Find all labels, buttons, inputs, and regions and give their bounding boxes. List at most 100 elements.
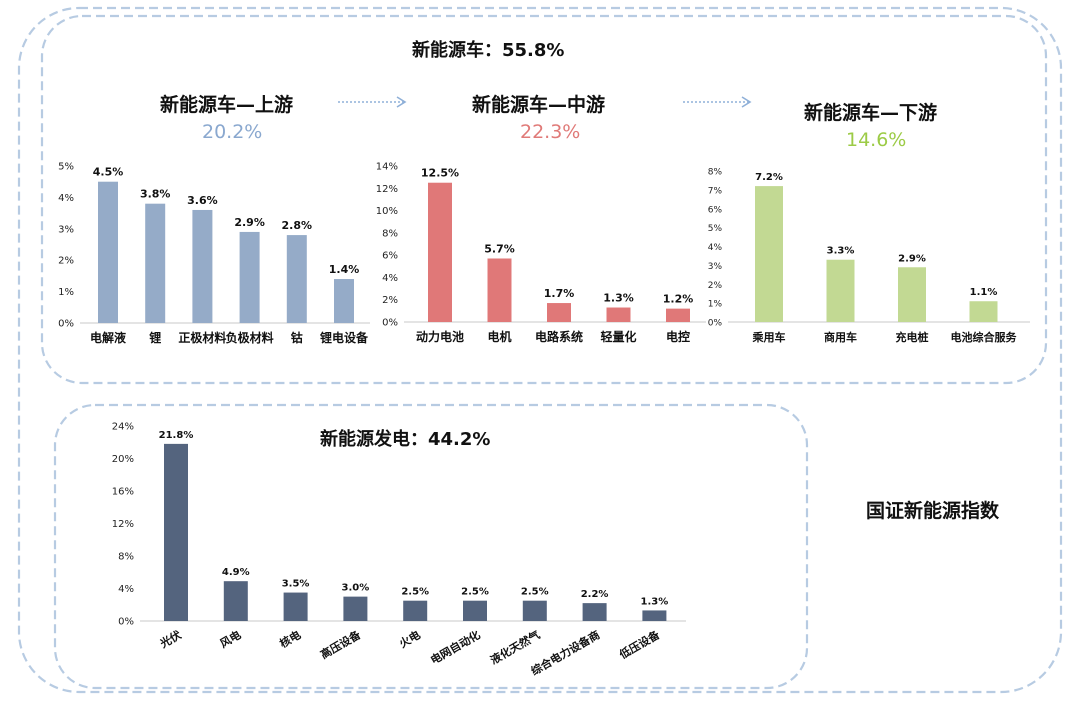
upstream-value-label: 2.8% [282,219,313,232]
downstream-y-tick: 7% [708,186,723,196]
downstream-bar [826,259,855,322]
upstream-value-label: 3.8% [140,188,171,201]
downstream-chart: 0% 1% 2% 3% 4% 5% 6% 7% 8% 7.2% 乘用车 3.3% 商用车 2.9% 充电桩 1… [708,168,1030,344]
midstream-category-label: 轻量化 [600,329,636,344]
midstream-y-tick: 8% [382,228,398,239]
upstream-y-tick: 3% [58,224,74,235]
upstream-category-label: 锂电设备 [320,330,369,345]
upstream-bar [239,231,260,323]
midstream-y-tick: 12% [376,184,398,195]
upstream-value-label: 4.5% [93,166,124,179]
downstream-y-tick: 4% [708,243,723,253]
index-name: 国证新能源指数 [866,500,1000,522]
midstream-value-label: 1.3% [603,292,634,305]
power-category-label: 电网自动化 [428,627,483,667]
power-category-label: 火电 [397,627,423,650]
ev-frame [40,14,1048,385]
upstream-category-label: 负极材料 [226,330,274,345]
downstream-category-label: 充电桩 [896,330,929,344]
power-value-label: 3.5% [282,579,310,590]
power-bar [283,592,308,621]
power-y-tick: 16% [112,487,134,498]
power-total-title: 新能源发电：44.2% [320,429,491,450]
upstream-y-tick: 1% [58,287,74,298]
power-value-label: 2.5% [461,587,489,598]
upstream-category-label: 正极材料 [178,330,226,345]
upstream-value-label: 1.4% [329,263,360,276]
downstream-y-tick: 8% [708,168,723,178]
downstream-value-label: 7.2% [755,172,783,183]
power-category-label: 光伏 [157,627,184,651]
ev-downstream-title: 新能源车—下游 [804,102,938,124]
power-value-label: 4.9% [222,567,250,578]
power-y-tick: 4% [118,584,134,595]
downstream-y-tick: 1% [708,300,723,310]
power-value-label: 2.5% [521,587,549,598]
midstream-category-label: 电控 [666,329,690,344]
ev-upstream-title: 新能源车—上游 [160,94,294,116]
midstream-bar [487,258,512,322]
downstream-bar [755,186,783,322]
upstream-y-tick: 2% [58,256,74,267]
power-category-label: 核电 [277,627,303,650]
outer-frame [17,6,1063,694]
midstream-value-label: 5.7% [484,242,515,255]
power-value-label: 1.3% [641,596,669,607]
power-value-label: 3.0% [342,583,370,594]
upstream-bar [286,235,307,323]
power-y-tick: 24% [112,422,134,433]
midstream-bar [666,308,690,322]
downstream-y-tick: 0% [708,319,723,329]
power-category-label: 低压设备 [616,627,663,662]
power-frame [53,403,809,690]
midstream-y-tick: 10% [376,206,398,217]
upstream-category-label: 电解液 [90,330,126,345]
downstream-bar [898,267,926,322]
midstream-bar [547,303,571,322]
power-bar [403,600,428,621]
power-value-label: 21.8% [159,430,194,441]
power-category-label: 液化天然气 [488,627,543,667]
arrow-mid-to-down [683,96,752,108]
power-category-label: 高压设备 [318,627,364,662]
ev-upstream-share: 20.2% [202,121,263,143]
downstream-y-tick: 6% [708,205,723,215]
upstream-category-label: 钴 [291,330,303,345]
downstream-y-tick: 3% [708,262,723,272]
ev-midstream-title: 新能源车—中游 [472,94,606,116]
power-chart: 0% 4% 8% 12% 16% 20% 24% 21.8% 光伏 4.9% 风电 3.5% 核电 3.0… [112,422,686,678]
power-y-tick: 8% [118,552,134,563]
midstream-y-tick: 14% [376,162,398,173]
downstream-bar [969,301,998,322]
power-y-tick: 20% [112,454,134,465]
power-bar [463,600,487,621]
upstream-y-tick: 5% [58,162,74,173]
power-category-label: 风电 [217,627,243,650]
midstream-value-label: 1.7% [544,287,575,300]
midstream-bar [428,182,452,322]
downstream-value-label: 2.9% [898,253,926,264]
upstream-bar [192,209,213,323]
ev-midstream-share: 22.3% [520,121,581,143]
power-y-tick: 0% [118,617,134,628]
downstream-y-tick: 2% [708,281,723,291]
downstream-value-label: 3.3% [827,246,855,257]
downstream-category-label: 电池综合服务 [951,330,1018,344]
downstream-value-label: 1.1% [970,287,998,298]
power-bar [343,596,368,621]
power-bar [582,603,607,621]
power-bar [642,610,667,621]
downstream-category-label: 乘用车 [752,330,786,344]
arrow-up-to-mid [338,96,407,108]
ev-total-title: 新能源车：55.8% [412,40,565,61]
upstream-bar [334,279,354,323]
upstream-y-tick: 0% [58,319,74,330]
power-bar [164,443,188,621]
midstream-y-tick: 0% [382,318,398,329]
midstream-value-label: 1.2% [663,293,694,306]
upstream-bar [145,203,166,323]
downstream-category-label: 商用车 [824,330,857,344]
